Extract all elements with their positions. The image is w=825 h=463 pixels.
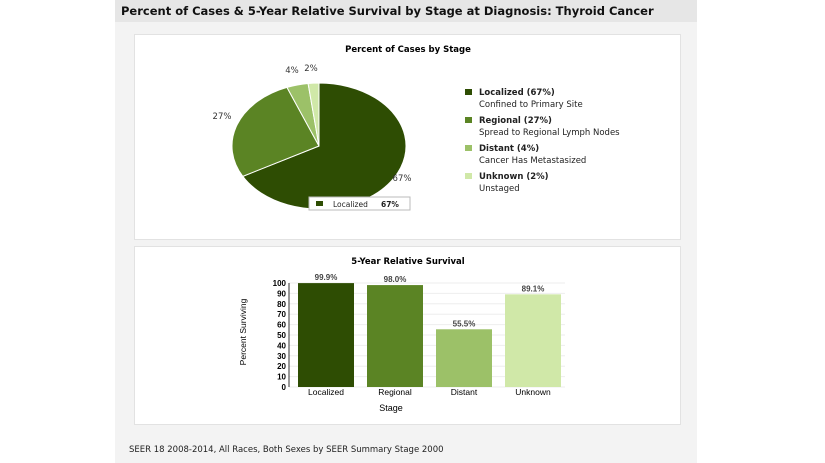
bar-value-label: 99.9% [315,273,338,282]
footer-note: SEER 18 2008-2014, All Races, Both Sexes… [129,445,444,455]
tooltip: Localized 67% [308,196,411,211]
bar-unknown [505,294,561,387]
x-axis-label: Stage [379,403,403,413]
page-title: Percent of Cases & 5-Year Relative Survi… [115,0,697,22]
bar-value-label: 55.5% [453,319,476,328]
legend-title: Regional (27%) [479,116,552,126]
x-tick-label: Distant [451,387,478,397]
legend-title: Unknown (2%) [479,172,549,182]
bar-regional [367,285,423,387]
legend-desc: Cancer Has Metastasized [479,156,586,166]
tooltip-box [308,196,411,211]
slice-label: 4% [285,66,299,76]
slice-label: 2% [304,64,318,74]
x-tick-label: Unknown [515,387,551,397]
tooltip-name: Localized [333,200,368,209]
legend-swatch [465,173,472,179]
bar-card: 5-Year Relative Survival Stage Percent S… [134,246,681,425]
tooltip-value: 67% [381,200,399,209]
bar-distant [436,329,492,387]
legend-desc: Unstaged [479,184,520,194]
legend-title: Localized (67%) [479,88,555,98]
slice-label: 27% [213,112,232,122]
y-tick-label: 70 [277,310,286,319]
pie-title: Percent of Cases by Stage [345,45,471,55]
legend-swatch [465,117,472,123]
bar-localized [298,283,354,387]
legend-swatch [465,89,472,95]
bar-chart: 5-Year Relative Survival Stage Percent S… [238,257,565,413]
y-tick-label: 50 [277,331,286,340]
y-tick-label: 30 [277,352,286,361]
y-tick-label: 60 [277,321,286,330]
y-tick-label: 0 [282,383,287,392]
legend-title: Distant (4%) [479,144,539,154]
x-tick-label: Localized [308,387,344,397]
pie-slice-unknown [307,82,320,147]
y-axis-label: Percent Surviving [238,298,248,365]
y-tick-label: 10 [277,373,286,382]
legend-desc: Spread to Regional Lymph Nodes [479,128,620,138]
pie-chart: Percent of Cases by Stage 67% Localized (… [213,45,620,211]
slice-label: 67% [393,174,412,184]
pie-slice-localized [241,82,407,210]
report-panel: Percent of Cases & 5-Year Relative Survi… [115,0,697,463]
bar-value-label: 98.0% [384,275,407,284]
y-tick-label: 80 [277,300,286,309]
legend-desc: Confined to Primary Site [479,100,583,110]
y-tick-label: 40 [277,341,286,350]
bar-title: 5-Year Relative Survival [351,257,465,267]
tooltip-swatch [316,201,323,206]
bar-value-label: 89.1% [522,284,545,293]
pie-slice-regional [231,86,320,177]
y-tick-label: 90 [277,289,286,298]
x-tick-label: Regional [378,387,412,397]
pie-card: Percent of Cases by Stage 67% Localized (… [134,34,681,240]
legend-swatch [465,145,472,151]
y-tick-label: 20 [277,362,286,371]
y-tick-label: 100 [273,279,287,288]
